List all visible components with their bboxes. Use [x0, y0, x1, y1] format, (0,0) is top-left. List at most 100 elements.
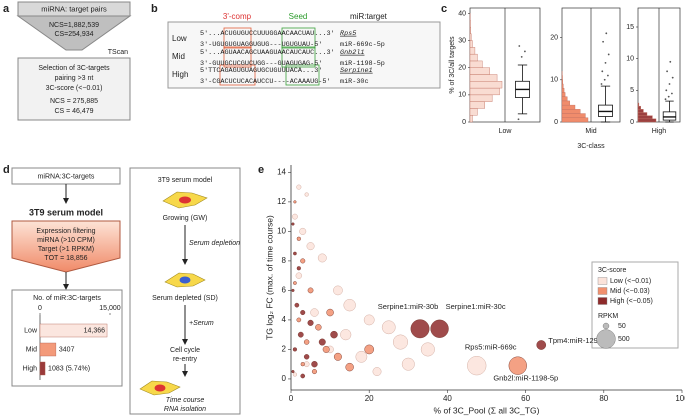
legend-title: RPKM — [598, 313, 618, 320]
outlier — [605, 32, 608, 35]
point — [372, 367, 382, 376]
point — [393, 334, 408, 350]
comp-boxes — [219, 27, 256, 86]
outlier — [604, 61, 607, 64]
tool-label: TScan — [108, 49, 128, 56]
point — [420, 342, 435, 357]
legend-label: 50 — [618, 323, 626, 330]
mirna-seq: 3'-CGACUCUCACAUCCU----ACAAAUG-5' — [200, 78, 331, 86]
histogram-bar — [561, 88, 565, 93]
cell — [164, 272, 206, 288]
panel-label: e — [258, 164, 264, 176]
point — [293, 251, 297, 256]
y-tick-label: 40 — [458, 10, 466, 17]
point — [303, 339, 310, 345]
histogram-bar — [469, 40, 473, 48]
category-label: Mid — [585, 128, 596, 135]
bar-chart-box — [11, 289, 123, 387]
target-seq: 5'...AGUAACAGCUAAGUAACAUCAUC...3' — [200, 49, 335, 57]
histogram-bar — [637, 105, 641, 110]
point — [363, 314, 375, 326]
y-tick-label: 10 — [550, 77, 558, 84]
y-tick-label: 14 — [277, 167, 286, 176]
panel-label: d — [3, 164, 10, 176]
histogram-bar — [561, 83, 564, 89]
filter-text: TOT = 18,856 — [44, 255, 87, 262]
y-axis-label: % of 3C/all targets — [449, 36, 456, 94]
point — [296, 266, 301, 271]
legend-label: Mid (<−0.03) — [610, 288, 650, 295]
bar — [39, 342, 57, 357]
annotation: Rps5:miR-669c — [465, 343, 517, 352]
point — [292, 213, 298, 220]
panel-label: b — [151, 3, 158, 15]
comp-label: 3'-comp — [223, 12, 252, 21]
row-class: High — [172, 70, 188, 79]
x-tick-label: 0 — [289, 394, 294, 403]
mirna-name: miR-30c — [340, 78, 369, 86]
point — [293, 281, 297, 285]
outlier — [518, 45, 521, 47]
point — [317, 253, 327, 263]
mirna-name: miR-669c-5p — [340, 41, 385, 49]
histogram-bar — [469, 115, 473, 123]
funnel-text: CS=254,934 — [54, 31, 93, 38]
selection-text: pairing >3 nt — [55, 75, 94, 82]
histogram-bar — [637, 115, 653, 120]
point — [430, 319, 449, 338]
point — [306, 242, 315, 251]
point — [295, 272, 302, 279]
point — [381, 320, 396, 335]
point — [311, 369, 317, 375]
point — [293, 200, 297, 204]
legend-swatch — [597, 297, 608, 305]
step: RNA isolation — [164, 406, 206, 413]
histogram-bar — [561, 113, 586, 118]
point — [364, 344, 375, 355]
point — [291, 370, 295, 374]
point — [303, 354, 310, 360]
point — [292, 372, 297, 377]
point — [330, 330, 338, 339]
point — [467, 356, 487, 376]
outlier — [666, 70, 668, 73]
annotation: Tpm4:miR-129-5p — [548, 336, 608, 345]
filter-text: Target (>1 RPKM) — [38, 246, 94, 253]
filter-box — [11, 220, 121, 273]
point — [300, 258, 306, 264]
histogram-bar — [469, 108, 478, 116]
point — [300, 362, 305, 367]
point — [318, 338, 326, 346]
x-tick-label: 0 — [38, 305, 42, 312]
histogram-bar — [637, 109, 644, 113]
mirna-name: miR-1198-5p — [340, 60, 385, 68]
point — [536, 340, 547, 350]
outlier — [607, 53, 610, 56]
seed-label: Seed — [289, 12, 308, 21]
step: Serum depleted (SD) — [152, 295, 218, 302]
outlier — [517, 118, 520, 121]
outlier — [665, 89, 668, 92]
diagram-title: 3T9 serum model — [158, 177, 213, 184]
outlier — [607, 74, 609, 77]
point — [333, 352, 342, 361]
annotation: Serpine1:miR-30c — [446, 302, 506, 311]
point — [291, 288, 295, 292]
histogram-bar — [469, 47, 476, 55]
histogram-bar — [469, 81, 503, 89]
y-tick-label: 30 — [458, 37, 466, 44]
point — [315, 324, 322, 331]
y-tick-label: 12 — [277, 197, 286, 206]
histogram-bar — [469, 87, 500, 96]
panel-label: a — [3, 3, 10, 15]
bar — [39, 323, 108, 338]
outlier — [520, 55, 523, 58]
legend-label: 500 — [618, 336, 630, 343]
point — [300, 310, 306, 316]
y-tick-label: 10 — [626, 56, 634, 63]
outlier — [603, 78, 606, 81]
value-label: 1083 (5.74%) — [48, 365, 90, 372]
selection-text: NCS = 275,885 — [50, 98, 98, 105]
target-name: Rps5 — [340, 30, 356, 38]
